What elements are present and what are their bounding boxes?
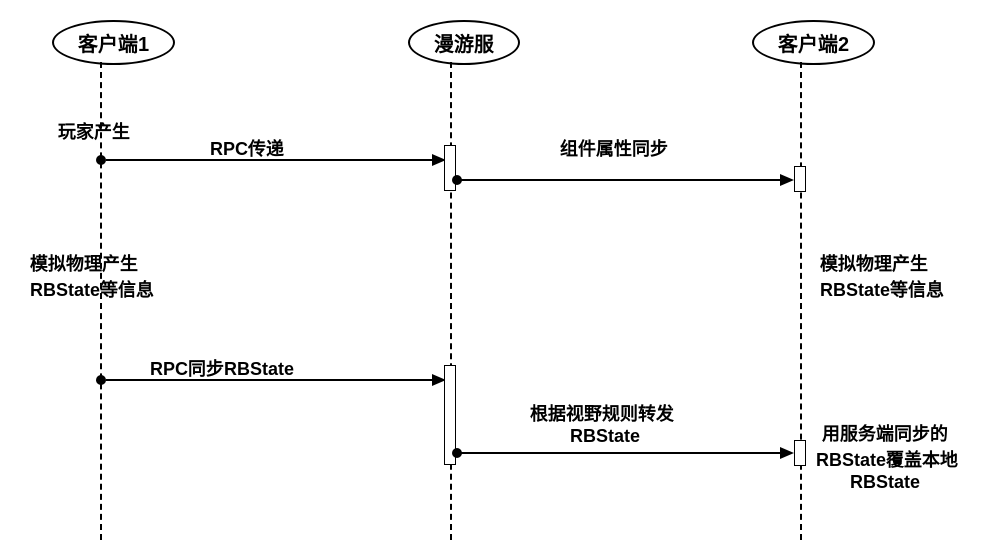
arrowhead-comp-sync	[780, 174, 794, 186]
dot-client1-row2	[96, 375, 106, 385]
label-sim-phys-right-2: RBState等信息	[820, 276, 944, 302]
label-fwd-1: 根据视野规则转发	[530, 400, 674, 426]
arrow-rpc-sync	[106, 379, 436, 381]
label-comp-sync: 组件属性同步	[560, 135, 668, 161]
actor-roaming: 漫游服	[408, 20, 520, 65]
label-overwrite-2: RBState覆盖本地	[816, 446, 958, 472]
lifeline-roaming	[450, 62, 452, 540]
arrow-rpc-pass	[106, 159, 436, 161]
label-sim-phys-left-2: RBState等信息	[30, 276, 154, 302]
label-fwd-2: RBState	[570, 426, 640, 447]
dot-client1-row1	[96, 155, 106, 165]
actor-client1: 客户端1	[52, 20, 175, 65]
label-rpc-sync-rb: RPC同步RBState	[150, 355, 294, 381]
arrowhead-fwd	[780, 447, 794, 459]
lifeline-client2	[800, 62, 802, 540]
activation-client2-1	[794, 166, 806, 192]
arrow-fwd	[460, 452, 782, 454]
label-sim-phys-left-1: 模拟物理产生	[30, 250, 138, 276]
label-sim-phys-right-1: 模拟物理产生	[820, 250, 928, 276]
label-overwrite-3: RBState	[850, 472, 920, 493]
label-rpc-pass: RPC传递	[210, 135, 284, 161]
label-overwrite-1: 用服务端同步的	[822, 420, 948, 446]
arrow-comp-sync	[460, 179, 782, 181]
label-player-gen: 玩家产生	[58, 118, 130, 144]
actor-client2: 客户端2	[752, 20, 875, 65]
activation-client2-2	[794, 440, 806, 466]
